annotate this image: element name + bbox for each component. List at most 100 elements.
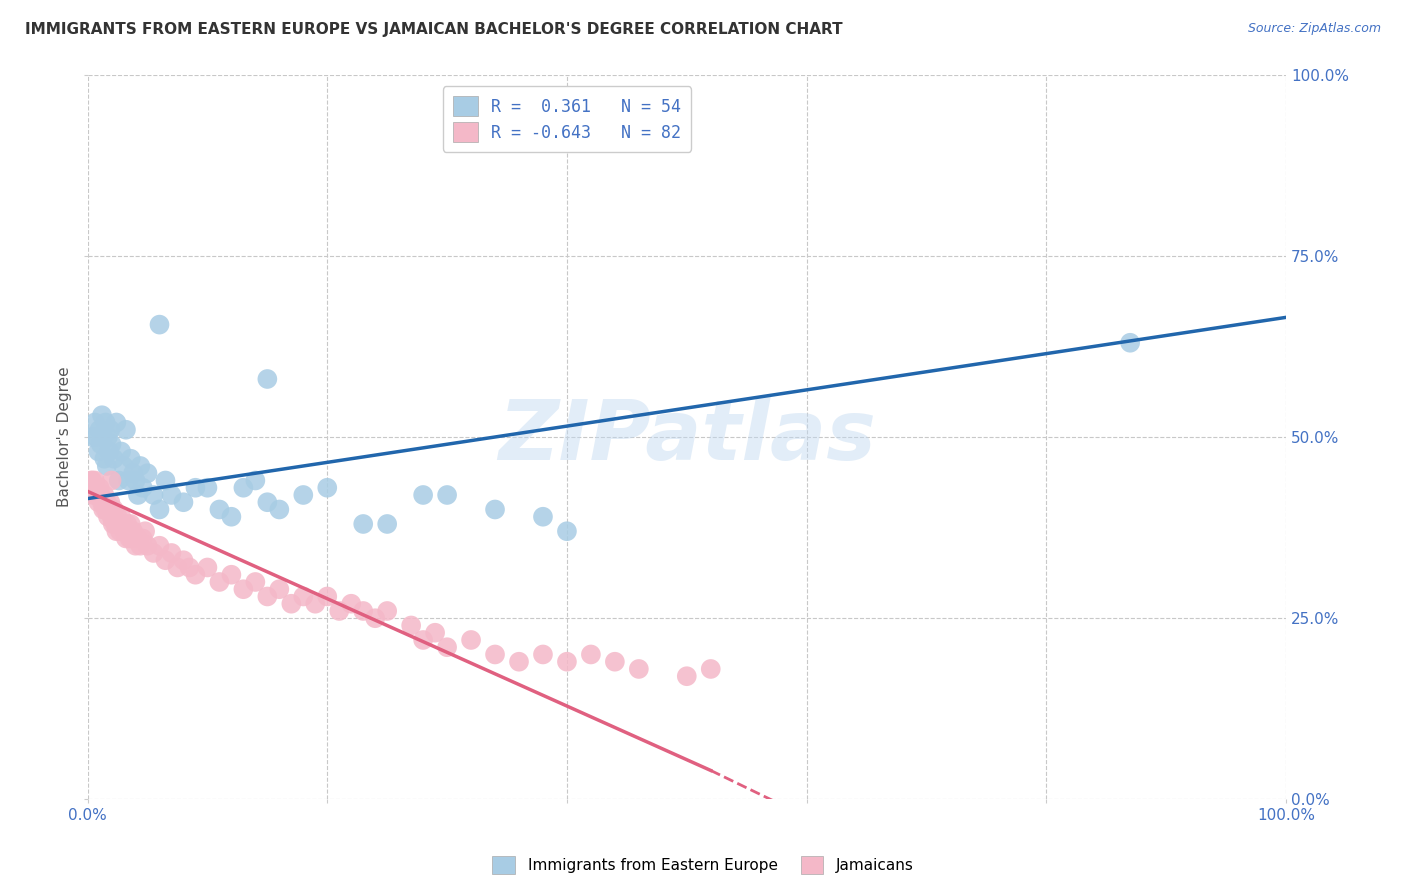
Legend: R =  0.361   N = 54, R = -0.643   N = 82: R = 0.361 N = 54, R = -0.643 N = 82 (443, 87, 692, 152)
Point (316, 481, 339, 495)
Point (245, 574, 267, 589)
Point (316, 590, 339, 604)
Point (90, 437, 112, 451)
Point (531, 648, 554, 662)
Point (675, 669, 697, 683)
Point (93, 451, 115, 466)
Point (232, 481, 254, 495)
Point (197, 481, 219, 495)
Point (208, 574, 231, 589)
Point (94, 502, 117, 516)
Point (208, 502, 231, 516)
Point (82, 430, 104, 444)
Point (87, 444, 110, 458)
Point (221, 567, 243, 582)
Point (484, 502, 506, 516)
Point (114, 524, 136, 539)
Point (197, 560, 219, 574)
Point (110, 509, 132, 524)
Point (184, 481, 207, 495)
Point (93, 488, 115, 502)
Point (98, 444, 121, 458)
Point (98, 502, 121, 516)
Point (79, 481, 101, 495)
Point (127, 488, 149, 502)
Point (89, 481, 111, 495)
Point (91, 495, 114, 509)
Point (82, 474, 104, 488)
Point (105, 524, 128, 539)
Point (107, 509, 129, 524)
Point (1119, 335, 1142, 350)
Point (555, 655, 578, 669)
Point (100, 474, 122, 488)
Text: Source: ZipAtlas.com: Source: ZipAtlas.com (1247, 22, 1381, 36)
Point (112, 516, 135, 531)
Point (531, 509, 554, 524)
Point (97, 430, 120, 444)
Point (132, 481, 155, 495)
Point (423, 625, 446, 640)
Point (117, 474, 139, 488)
Point (484, 648, 506, 662)
Point (96, 495, 118, 509)
Point (101, 516, 124, 531)
Point (412, 632, 434, 647)
Point (87, 495, 110, 509)
Point (82, 481, 104, 495)
Point (603, 655, 626, 669)
Point (269, 502, 291, 516)
Point (120, 516, 142, 531)
Point (221, 509, 243, 524)
Point (292, 590, 315, 604)
Point (90, 488, 112, 502)
Point (166, 560, 188, 574)
Point (100, 509, 122, 524)
Point (132, 532, 155, 546)
Point (91, 430, 114, 444)
Point (579, 648, 602, 662)
Point (232, 582, 254, 597)
Point (555, 524, 578, 539)
Point (112, 458, 135, 473)
Point (304, 597, 326, 611)
Point (80, 474, 103, 488)
Point (256, 495, 278, 509)
Point (98, 423, 121, 437)
Point (129, 539, 152, 553)
Point (142, 546, 165, 560)
Point (256, 590, 278, 604)
Y-axis label: Bachelor's Degree: Bachelor's Degree (58, 367, 72, 508)
Point (269, 582, 291, 597)
Point (172, 553, 194, 567)
Point (700, 662, 723, 676)
Point (364, 611, 387, 625)
Point (107, 516, 129, 531)
Point (179, 560, 201, 574)
Point (122, 524, 145, 539)
Point (84, 481, 107, 495)
Point (115, 532, 138, 546)
Point (129, 458, 152, 473)
Point (84, 430, 107, 444)
Point (136, 539, 159, 553)
Point (148, 502, 170, 516)
Point (117, 524, 139, 539)
Point (96, 458, 118, 473)
Point (160, 546, 183, 560)
Point (91, 409, 114, 423)
Point (136, 467, 159, 481)
Point (104, 516, 127, 531)
Point (142, 488, 165, 502)
Point (120, 451, 142, 466)
Point (103, 502, 125, 516)
Point (107, 474, 129, 488)
Point (1154, 53, 1177, 67)
Point (115, 423, 138, 437)
Point (124, 539, 146, 553)
Point (127, 532, 149, 546)
Point (436, 640, 458, 655)
Point (436, 488, 458, 502)
Point (110, 444, 132, 458)
Point (118, 532, 141, 546)
